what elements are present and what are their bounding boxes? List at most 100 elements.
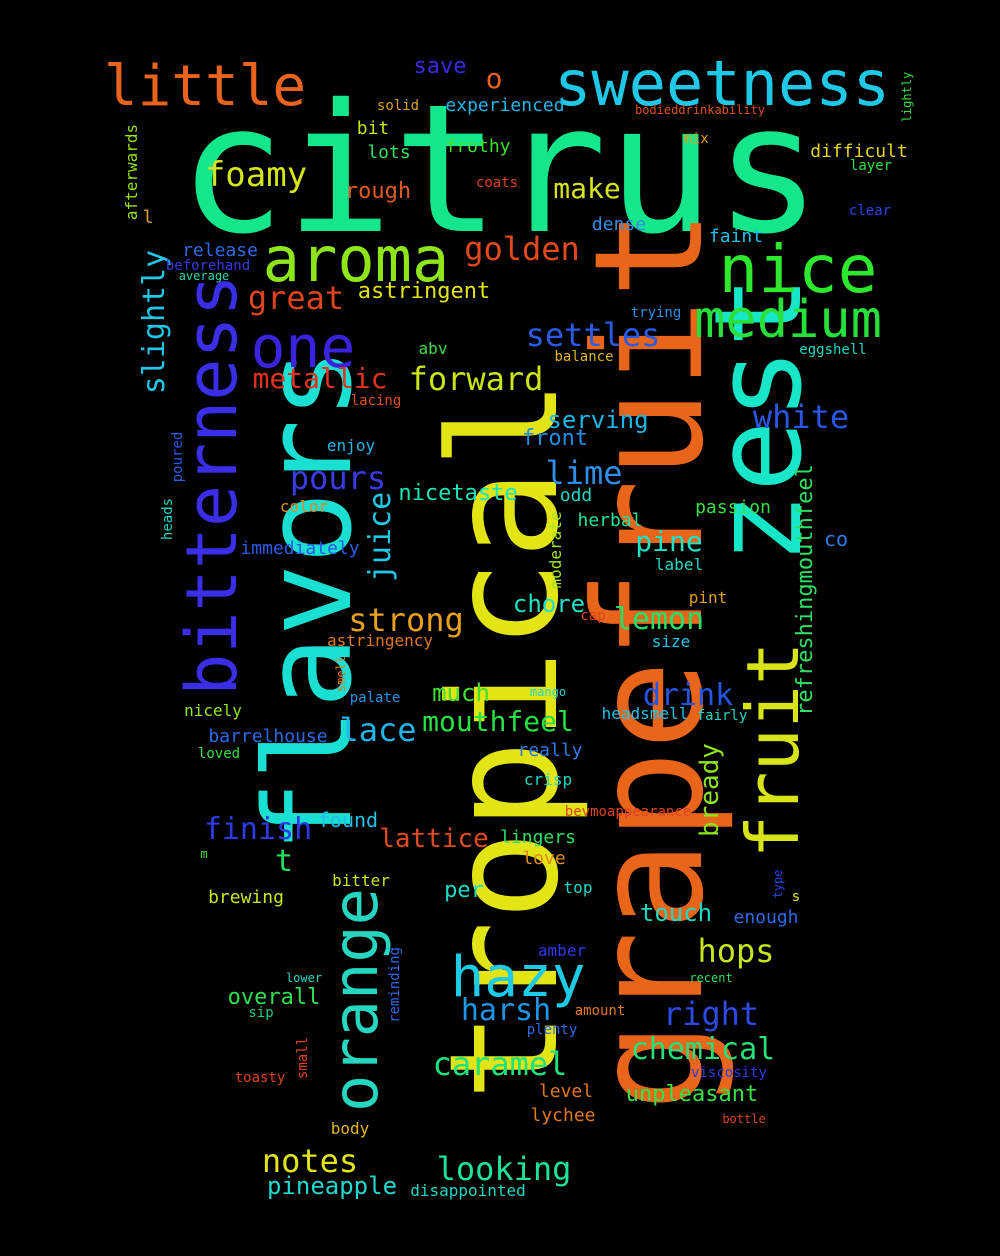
word-bottle: bottle [722, 1112, 766, 1126]
word-co: co [823, 527, 849, 551]
word-body: body [330, 1119, 370, 1138]
word-smell: smell [334, 655, 348, 693]
word-beforehand: beforehand [165, 258, 251, 274]
word-toasty: toasty [234, 1070, 286, 1086]
word-difficult: difficult [810, 141, 908, 162]
word-mouthfeel: mouthfeel [422, 705, 574, 738]
word-bevmoappearance: bevmoappearance [564, 804, 692, 820]
word-herbal: herbal [577, 510, 643, 531]
word-trying: trying [630, 305, 682, 321]
word-passion: passion [695, 497, 771, 518]
word-golden: golden [464, 230, 580, 268]
word-sip: sip [248, 1005, 274, 1021]
word-color: color [279, 497, 329, 516]
word-size: size [651, 632, 691, 651]
word-make: make [553, 172, 621, 205]
word-amount: amount [574, 1003, 626, 1019]
word-bitter: bitter [332, 871, 390, 890]
word-abv: abv [418, 339, 448, 358]
word-harsh: harsh [460, 993, 552, 1028]
word-average: average [178, 269, 230, 283]
word-little: little [103, 54, 307, 119]
word-top: top [563, 878, 593, 897]
word-white: white [752, 398, 850, 436]
word-clear: clear [848, 203, 892, 219]
word-balance: balance [554, 349, 614, 365]
word-label: label [654, 555, 704, 574]
word-medium: medium [694, 290, 882, 350]
word-lace: lace [339, 711, 417, 749]
word-lightly: lightly [900, 71, 914, 123]
word-forward: forward [408, 360, 544, 398]
word-level: level [538, 1081, 594, 1102]
word-cap: cap [580, 608, 606, 624]
word-reminding: reminding [387, 947, 403, 1023]
word-poured: poured [170, 431, 186, 483]
word-o: o [485, 62, 503, 95]
word-found: found [317, 808, 379, 832]
word-crisp: crisp [523, 770, 573, 789]
word-love: love [522, 848, 566, 869]
word-nicely: nicely [184, 701, 242, 720]
word-save: save [413, 54, 467, 79]
word-odd: odd [559, 485, 593, 506]
word-bit: bit [356, 118, 390, 139]
word-t: t [274, 844, 294, 879]
word-great: great [247, 279, 345, 317]
word-strong: strong [348, 601, 464, 639]
word-orange: orange [319, 888, 392, 1112]
word-lower: lower [285, 971, 323, 985]
word-flavors: flavors [240, 347, 379, 853]
word-release: release [182, 240, 258, 261]
word-chore: chore [512, 590, 586, 618]
word-layer: layer [849, 158, 893, 174]
word-refreshingmouthfeel: refreshingmouthfeel [793, 464, 818, 716]
word-unpleasant: unpleasant [625, 1082, 759, 1107]
word-front: front [521, 426, 589, 451]
word-eggshell: eggshell [799, 342, 867, 358]
word-hops: hops [697, 932, 775, 970]
word-lots: lots [367, 142, 411, 163]
word-brewing: brewing [208, 887, 284, 908]
word-bready: bready [695, 743, 725, 837]
word-moderate: moderate [546, 511, 565, 589]
word-lattice: lattice [379, 824, 489, 854]
word-much: much [432, 679, 490, 707]
word-loved: loved [197, 746, 241, 762]
word-right: right [662, 995, 760, 1033]
word-enjoy: enjoy [326, 436, 376, 455]
word-disappointed: disappointed [410, 1181, 526, 1200]
word-barrelhouse: barrelhouse [208, 726, 328, 747]
word-s: s [791, 889, 801, 905]
word-faint: faint [708, 226, 764, 247]
word-pours: pours [289, 459, 387, 497]
word-pint: pint [688, 588, 728, 607]
word-hazy: hazy [450, 945, 586, 1010]
word-bitterness: bitterness [171, 274, 253, 696]
word-afterwards: afterwards [122, 123, 141, 221]
word-m: m [200, 847, 208, 861]
word-metallic: metallic [252, 362, 388, 395]
word-l: l [142, 207, 154, 228]
word-palate: palate [349, 690, 401, 706]
word-finish: finish [203, 812, 313, 847]
word-heads: heads [160, 497, 176, 541]
word-immediately: immediately [240, 538, 360, 559]
word-astringency: astringency [327, 631, 433, 650]
word-amber: amber [537, 941, 587, 960]
word-looking: looking [436, 1150, 572, 1188]
word-lingers: lingers [500, 827, 576, 848]
word-foamy: foamy [204, 155, 308, 195]
word-solid: solid [376, 98, 420, 114]
word-small: small [295, 1036, 311, 1080]
word-lacing: lacing [350, 393, 402, 409]
word-really: really [517, 740, 583, 761]
word-citrus: citrus [178, 66, 822, 273]
word-aroma: aroma [262, 223, 450, 296]
word-viscosity: viscosity [691, 1065, 767, 1081]
word-plenty: plenty [526, 1022, 578, 1038]
word-juice: juice [363, 491, 398, 583]
word-type: type [771, 869, 785, 899]
word-nicetaste: nicetaste [398, 481, 518, 506]
